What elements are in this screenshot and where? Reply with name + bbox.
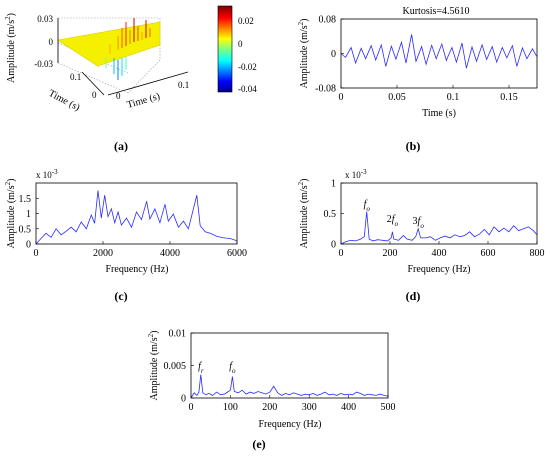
panel-e-ytick-label: 0.01 <box>169 329 187 340</box>
panel-c-xlabel: Frequency (Hz) <box>105 264 168 275</box>
panel-d-ytick-label: 0 <box>331 240 336 251</box>
panel-a-right-time-label: Time (s) <box>126 91 162 111</box>
panel-a: 0.03 0 -0.03 Amplitude (m/s2) 0.1 0 Time… <box>4 5 257 153</box>
panel-e-xtick-label: 200 <box>262 402 277 413</box>
panel-e-plot: 0 100 200 300 400 500 0 0.005 0.01 Frequency (Hz)… <box>147 329 396 431</box>
panel-e-xtick-label: 400 <box>341 402 356 413</box>
panel-c-xtick-label: 6000 <box>227 248 247 259</box>
panel-d-label: (d) <box>406 289 421 303</box>
panel-d-xtick-label: 800 <box>530 248 545 259</box>
panel-a-left-time-label: Time (s) <box>47 88 82 114</box>
panel-c-exponent: x 10-3 <box>36 168 58 180</box>
surface-plane <box>57 21 161 67</box>
panel-c-ytick-label: 1 <box>26 209 31 220</box>
panel-c-ytick-label: 0.5 <box>19 224 32 235</box>
panel-b-ytick-label: -0.08 <box>315 84 336 95</box>
panel-b-xtick-label: 0.05 <box>388 92 406 103</box>
panel-c-xtick-label: 0 <box>34 248 39 259</box>
panel-d-ylabel: Amplitude (m/s2) <box>297 179 310 249</box>
panel-b-xtick-label: 0 <box>339 92 344 103</box>
panel-e-xtick-label: 500 <box>381 402 396 413</box>
panel-a-ztick-2: -0.03 <box>34 59 53 69</box>
panel-b-xlabel: Time (s) <box>422 108 456 119</box>
panel-b-label: (b) <box>406 139 421 153</box>
panel-d-xtick-label: 400 <box>432 248 447 259</box>
panel-e-annotation-0: fr <box>198 361 204 375</box>
panel-d-annotation-2: 3fo <box>413 216 425 230</box>
panel-d-xtick-label: 600 <box>481 248 496 259</box>
panel-b-axes-box <box>340 18 538 89</box>
panel-d-ytick-label: 1 <box>331 179 336 190</box>
colorbar <box>217 5 233 93</box>
panel-b-xtick-label: 0.1 <box>447 92 460 103</box>
panel-e-xtick-label: 0 <box>189 402 194 413</box>
panel-c-axes-box <box>35 182 238 245</box>
panel-c-ylabel: Amplitude (m/s2) <box>4 179 17 249</box>
panel-a-ztick-0: 0.03 <box>37 14 53 24</box>
panel-e-xtick-label: 100 <box>223 402 238 413</box>
panel-a-zlabel: Amplitude (m/s2) <box>4 13 17 83</box>
panel-b-xtick-label: 0.15 <box>500 92 518 103</box>
panel-d-plot: 0 200 400 600 800 0 0.5 1 Frequency (Hz) Amplitud… <box>297 179 545 276</box>
panel-a-right-tick-1: 0.1 <box>178 80 189 90</box>
panel-e-annotation-1: fo <box>229 361 236 375</box>
colorbar-tick-3: -0.04 <box>238 84 257 94</box>
panel-e-ylabel: Amplitude (m/s2) <box>147 331 160 401</box>
surface-plane-front <box>58 40 100 68</box>
panel-e-ytick-label: 0 <box>181 394 186 405</box>
colorbar-tick-0: 0.02 <box>238 16 254 26</box>
panel-b-title: Kurtosis=4.5610 <box>402 6 469 17</box>
panel-e-ytick-label: 0.005 <box>164 361 187 372</box>
panel-d-series-line <box>340 211 538 245</box>
panel-c: x 10-3 0 2000 4000 6000 0 0.5 1 1.5 Frequency (H… <box>4 168 247 303</box>
panel-c-ytick-label: 1.5 <box>19 194 32 205</box>
panel-b-ylabel: Amplitude (m/s2) <box>297 19 310 89</box>
panel-c-xtick-label: 2000 <box>93 248 113 259</box>
panel-a-time-axis-left <box>81 71 105 96</box>
panel-d-xtick-label: 200 <box>383 248 398 259</box>
panel-e: 0 100 200 300 400 500 0 0.005 0.01 Frequency (Hz)… <box>147 329 396 452</box>
panel-e-series-line <box>190 374 389 399</box>
panel-c-series-line <box>35 190 238 245</box>
panel-d-axes-box <box>340 182 538 245</box>
panel-e-xlabel: Frequency (Hz) <box>258 419 321 430</box>
surface-spikes <box>105 18 151 80</box>
panel-e-xtick-label: 300 <box>302 402 317 413</box>
panel-d-exponent: x 10-3 <box>345 168 367 180</box>
panel-a-left-tick-1: 0 <box>92 90 97 100</box>
panel-e-label: (e) <box>252 437 265 451</box>
panel-d-annotation-0: fo <box>364 199 371 213</box>
panel-d-ytick-label: 0.5 <box>324 209 337 220</box>
panel-d-xlabel: Frequency (Hz) <box>407 264 470 275</box>
panel-a-left-tick-0: 0.1 <box>70 72 81 82</box>
panel-d-xtick-label: 0 <box>339 248 344 259</box>
panel-a-time-axis-right <box>107 71 189 96</box>
panel-a-label: (a) <box>114 139 128 153</box>
panel-c-plot: 0 2000 4000 6000 0 0.5 1 1.5 Frequency (Hz) Ampli… <box>4 179 247 275</box>
panel-d-annotation-1: 2fo <box>387 214 399 228</box>
panel-b-ytick-label: 0.08 <box>319 15 337 26</box>
panel-e-axes-box <box>190 332 389 399</box>
panel-c-label: (c) <box>114 289 127 303</box>
panel-b: Kurtosis=4.5610 0 0.05 0.1 0.150.080-0.08Ti… <box>297 6 538 153</box>
panel-a-ztick-1: 0 <box>49 37 54 47</box>
panel-d: x 10-3 0 200 400 600 800 0 0.5 1 Frequency (Hz) A… <box>297 168 545 303</box>
panel-a-right-tick-0: 0 <box>116 91 121 101</box>
panel-c-xtick-label: 4000 <box>160 248 180 259</box>
colorbar-tick-1: 0 <box>238 39 243 49</box>
panel-b-ytick-label: 0 <box>331 49 336 60</box>
panel-b-series-line <box>340 34 538 69</box>
panel-c-ytick-label: 0 <box>26 240 31 251</box>
colorbar-tick-2: -0.02 <box>238 62 257 72</box>
